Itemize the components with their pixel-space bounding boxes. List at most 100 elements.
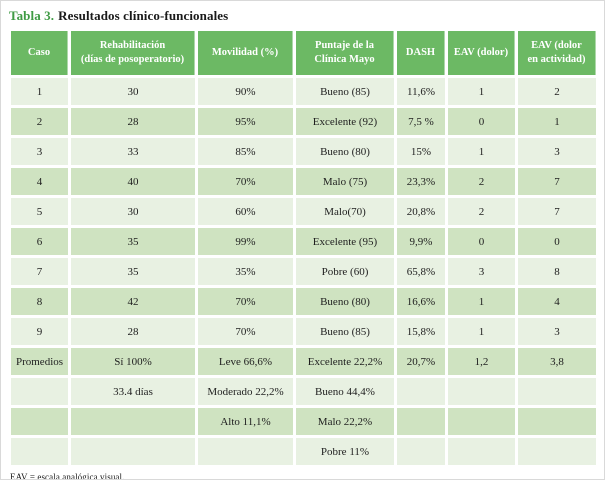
table-cell: 85%: [198, 138, 293, 165]
table-cell: Leve 66,6%: [198, 348, 293, 375]
table-title: Tabla 3. Resultados clínico-funcionales: [9, 8, 598, 24]
table-cell: 28: [71, 108, 195, 135]
table-cell: 95%: [198, 108, 293, 135]
table-cell: 2: [518, 78, 596, 105]
table-cell: 15%: [397, 138, 445, 165]
table-cell: Excelente (92): [296, 108, 394, 135]
column-header: Movilidad (%): [198, 31, 293, 75]
table-cell: 2: [11, 108, 68, 135]
table-cell: 3: [11, 138, 68, 165]
table-cell: 3: [448, 258, 515, 285]
table-cell: [397, 438, 445, 465]
table-cell: 15,8%: [397, 318, 445, 345]
table-cell: Bueno (80): [296, 138, 394, 165]
table-cell: [11, 378, 68, 405]
table-cell: 33: [71, 138, 195, 165]
table-cell: 5: [11, 198, 68, 225]
table-cell: [198, 438, 293, 465]
table-cell: Malo (75): [296, 168, 394, 195]
table-header-row: Caso Rehabilitación (días de posoperatori…: [11, 31, 596, 75]
table-cell: 35: [71, 228, 195, 255]
table-cell: 8: [518, 258, 596, 285]
table-caption: Resultados clínico-funcionales: [58, 8, 229, 23]
column-header: Rehabilitación (días de posoperatorio): [71, 31, 195, 75]
table-cell: 16,6%: [397, 288, 445, 315]
table-cell: Malo(70): [296, 198, 394, 225]
table-cell: 70%: [198, 288, 293, 315]
table-cell: [71, 408, 195, 435]
table-body: 1 30 90% Bueno (85) 11,6% 1 2 2 28 95% Excelente (…: [11, 78, 596, 465]
table-cell: 7: [518, 198, 596, 225]
table-cell: 33.4 días: [71, 378, 195, 405]
table-cell: 65,8%: [397, 258, 445, 285]
table-cell: [11, 438, 68, 465]
table-cell: 30: [71, 198, 195, 225]
table-cell: 11,6%: [397, 78, 445, 105]
table-cell: [518, 378, 596, 405]
table-cell: 6: [11, 228, 68, 255]
table-cell: 0: [448, 228, 515, 255]
table-cell: 2: [448, 168, 515, 195]
table-number: Tabla 3.: [9, 8, 55, 23]
table-row: 1 30 90% Bueno (85) 11,6% 1 2: [11, 78, 596, 105]
table-cell: 20,7%: [397, 348, 445, 375]
table-cell: Sí 100%: [71, 348, 195, 375]
table-cell: 9: [11, 318, 68, 345]
table-cell: 7,5 %: [397, 108, 445, 135]
table-cell: 3: [518, 318, 596, 345]
table-cell: Bueno 44,4%: [296, 378, 394, 405]
table-cell: [448, 438, 515, 465]
table-footnote: EAV = escala analógica visual.: [10, 472, 125, 480]
table-cell: Bueno (85): [296, 318, 394, 345]
table-row: 7 35 35% Pobre (60) 65,8% 3 8: [11, 258, 596, 285]
table-cell: 1: [518, 108, 596, 135]
table-cell: 30: [71, 78, 195, 105]
table-row: 2 28 95% Excelente (92) 7,5 % 0 1: [11, 108, 596, 135]
table-cell: Alto 11,1%: [198, 408, 293, 435]
table-row: 4 40 70% Malo (75) 23,3% 2 7: [11, 168, 596, 195]
table-cell: [518, 408, 596, 435]
table-cell: Pobre (60): [296, 258, 394, 285]
table-cell: 1: [448, 318, 515, 345]
table-cell: Excelente 22,2%: [296, 348, 394, 375]
table-row: 6 35 99% Excelente (95) 9,9% 0 0: [11, 228, 596, 255]
table-row: Alto 11,1% Malo 22,2%: [11, 408, 596, 435]
column-header: EAV (dolor): [448, 31, 515, 75]
table-cell: [397, 408, 445, 435]
table-cell: Moderado 22,2%: [198, 378, 293, 405]
table-row: 3 33 85% Bueno (80) 15% 1 3: [11, 138, 596, 165]
table-row: 5 30 60% Malo(70) 20,8% 2 7: [11, 198, 596, 225]
table-cell: 99%: [198, 228, 293, 255]
table-cell: 4: [518, 288, 596, 315]
table-cell: 35: [71, 258, 195, 285]
table-cell: 42: [71, 288, 195, 315]
column-header: EAV (dolor en actividad): [518, 31, 596, 75]
table-cell: Pobre 11%: [296, 438, 394, 465]
table-cell: 1: [448, 138, 515, 165]
table-row: 8 42 70% Bueno (80) 16,6% 1 4: [11, 288, 596, 315]
table-cell: [448, 408, 515, 435]
table-cell: 20,8%: [397, 198, 445, 225]
table-cell: 0: [518, 228, 596, 255]
table-row: Promedios Sí 100% Leve 66,6% Excelente 22,2…: [11, 348, 596, 375]
table-cell: Bueno (85): [296, 78, 394, 105]
table-cell: 1,2: [448, 348, 515, 375]
column-header: Puntaje de la Clínica Mayo: [296, 31, 394, 75]
table-cell: 35%: [198, 258, 293, 285]
table-cell: 60%: [198, 198, 293, 225]
table-cell: 70%: [198, 168, 293, 195]
table-cell: 3: [518, 138, 596, 165]
table-cell: Promedios: [11, 348, 68, 375]
table-cell: [71, 438, 195, 465]
table-cell: 9,9%: [397, 228, 445, 255]
table-cell: [518, 438, 596, 465]
table-cell: Bueno (80): [296, 288, 394, 315]
table-cell: 90%: [198, 78, 293, 105]
column-header: Caso: [11, 31, 68, 75]
table-cell: 7: [518, 168, 596, 195]
table-cell: Malo 22,2%: [296, 408, 394, 435]
table-cell: [397, 378, 445, 405]
table-cell: 1: [448, 78, 515, 105]
table-cell: 1: [448, 288, 515, 315]
table-cell: Excelente (95): [296, 228, 394, 255]
